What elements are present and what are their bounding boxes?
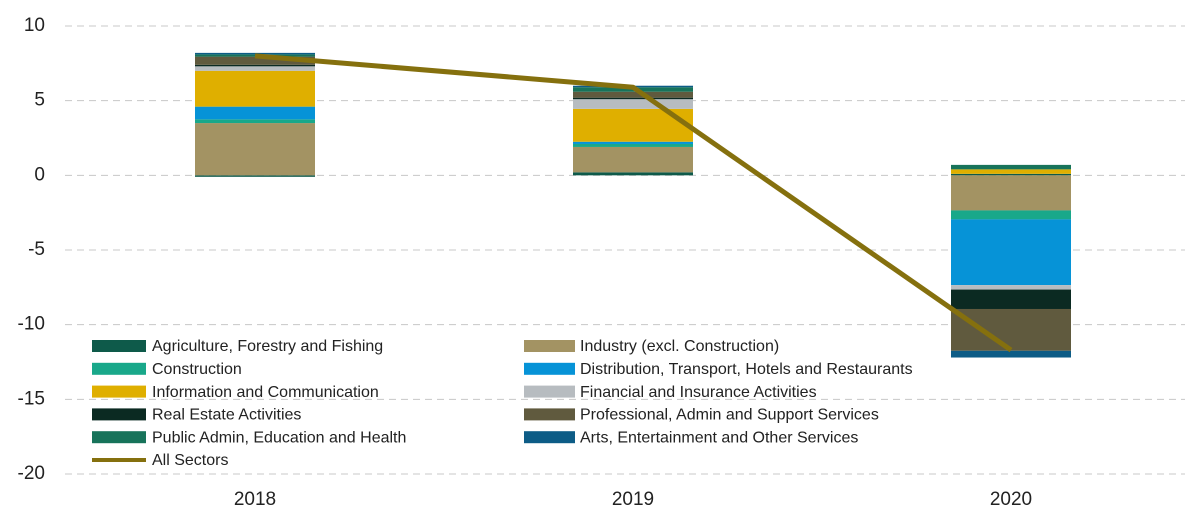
- bar-segment: [951, 219, 1071, 286]
- legend-swatch: [524, 408, 575, 421]
- bar-segment: [195, 52, 315, 55]
- y-tick-label: 0: [34, 164, 45, 185]
- legend-swatch: [92, 362, 146, 375]
- bar-segment: [573, 99, 693, 109]
- legend-label: Industry (excl. Construction): [580, 338, 779, 355]
- legend-label: Agriculture, Forestry and Fishing: [152, 338, 383, 355]
- legend-label: All Sectors: [152, 452, 228, 469]
- bar-segment: [573, 146, 693, 173]
- legend-label: Public Admin, Education and Health: [152, 429, 406, 446]
- legend-swatch: [92, 385, 146, 398]
- bar-segment: [195, 70, 315, 107]
- bar-segment: [195, 119, 315, 124]
- y-tick-label: 5: [34, 90, 45, 111]
- legend-swatch: [524, 362, 575, 375]
- x-tick-label: 2018: [234, 489, 276, 510]
- legend-swatch: [524, 385, 575, 398]
- bar-segment: [951, 210, 1071, 220]
- legend-label: Arts, Entertainment and Other Services: [580, 429, 858, 446]
- y-tick-label: -15: [18, 388, 45, 409]
- bar-segment: [195, 175, 315, 177]
- line: [254, 53, 1013, 353]
- bar-segment: [951, 289, 1071, 309]
- bar-segment: [951, 169, 1071, 174]
- bar-segment: [573, 172, 693, 176]
- bar-segment: [195, 106, 315, 120]
- legend-swatch: [524, 431, 575, 444]
- legend-swatch: [92, 408, 146, 421]
- bar-segment: [951, 173, 1071, 176]
- bar-segment: [573, 97, 693, 100]
- legend-swatch: [524, 340, 575, 352]
- legend-label: Construction: [152, 361, 242, 378]
- legend-label: Distribution, Transport, Hotels and Rest…: [580, 361, 913, 378]
- bar-segment: [573, 141, 693, 144]
- bar-segment: [951, 164, 1071, 170]
- bar-segment: [951, 175, 1071, 211]
- bar-segment: [195, 123, 315, 176]
- legend-label: Information and Communication: [152, 384, 379, 401]
- bar-segment: [951, 308, 1071, 351]
- bar-segment: [195, 54, 315, 57]
- bar-segment: [195, 66, 315, 71]
- bar-segment: [195, 64, 315, 67]
- legend-swatch: [92, 340, 146, 352]
- bar-segment: [573, 91, 693, 98]
- legend-label: Real Estate Activities: [152, 407, 301, 424]
- y-tick-label: -5: [28, 239, 45, 260]
- legend-label: Financial and Insurance Activities: [580, 384, 817, 401]
- bar-segment: [951, 285, 1071, 290]
- y-tick-label: 10: [24, 15, 45, 36]
- y-tick-label: -10: [18, 314, 45, 335]
- bar-segment: [573, 143, 693, 147]
- bar-segment: [195, 56, 315, 65]
- bar-segment: [951, 350, 1071, 358]
- x-tick-label: 2020: [990, 489, 1032, 510]
- y-tick-label: -20: [18, 463, 45, 484]
- legend-label: Professional, Admin and Support Services: [580, 407, 879, 424]
- x-tick-label: 2019: [612, 489, 654, 510]
- legend-swatch: [92, 431, 146, 444]
